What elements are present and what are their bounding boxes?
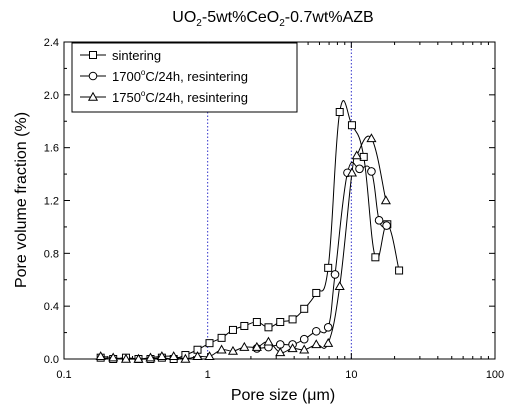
- data-point: [216, 344, 227, 354]
- legend-label: 1700oC/24h, resintering: [112, 68, 248, 84]
- data-point: [367, 167, 376, 176]
- x-axis-label: Pore size (μm): [231, 387, 335, 404]
- data-point: [251, 341, 262, 351]
- data-point: [217, 333, 226, 342]
- series-triangle: [95, 133, 391, 363]
- data-point: [275, 347, 286, 357]
- data-point: [205, 339, 214, 348]
- legend-item: 1750oC/24h, resintering: [80, 89, 248, 105]
- data-point: [275, 340, 285, 349]
- chart-title-subscript: 2: [196, 18, 202, 29]
- data-point: [120, 353, 132, 363]
- data-point: [288, 315, 297, 324]
- data-point: [311, 326, 321, 336]
- chart-title-subscript: 2: [279, 18, 285, 29]
- legend-label: sintering: [112, 48, 161, 63]
- legend-label-part: sintering: [112, 48, 161, 63]
- data-point: [323, 337, 334, 347]
- data-point: [371, 253, 380, 262]
- legend-label-part: C/24h, resintering: [145, 69, 248, 84]
- data-point: [380, 195, 391, 205]
- y-tick-label: 2.0: [44, 90, 59, 102]
- data-point: [312, 288, 321, 297]
- legend-label: 1750oC/24h, resintering: [112, 89, 248, 105]
- y-tick-label: 0.0: [44, 354, 59, 366]
- y-tick-label: 2.4: [44, 37, 59, 49]
- legend-box: [71, 42, 298, 113]
- data-point: [346, 167, 358, 177]
- y-axis-label: Pore volume fraction (%): [13, 112, 30, 288]
- data-point: [145, 352, 156, 362]
- data-point: [311, 339, 322, 349]
- series-line: [100, 100, 400, 360]
- x-axis-label-part: m): [317, 387, 336, 404]
- x-axis-label-part: Pore size (: [231, 387, 308, 404]
- data-point: [180, 353, 191, 363]
- legend-label-part: 1700: [112, 69, 141, 84]
- y-tick-label: 0.4: [44, 301, 59, 313]
- data-point: [355, 164, 364, 174]
- x-tick-label: 10: [345, 369, 357, 381]
- data-point: [133, 353, 144, 363]
- data-point: [168, 351, 179, 361]
- series-circle: [252, 161, 391, 353]
- data-point: [264, 323, 273, 332]
- legend-label-superscript: o: [141, 68, 146, 77]
- data-point: [108, 352, 119, 362]
- data-point: [227, 345, 239, 355]
- legend-marker: [89, 51, 97, 59]
- series-square: [96, 100, 404, 363]
- y-tick-label: 1.2: [44, 196, 59, 208]
- data-point: [323, 323, 333, 332]
- data-point: [252, 318, 261, 327]
- chart-title-part: -0.7wt%AZB: [285, 9, 374, 26]
- legend-marker: [87, 91, 99, 101]
- y-axis-ticks: 0.0 0.4 0.8 1.2 1.6 2.0 2.4: [44, 37, 495, 366]
- y-tick-label: 0.8: [44, 248, 59, 260]
- chart-title-part: -5wt%CeO: [202, 9, 279, 26]
- x-tick-label: 100: [486, 369, 504, 381]
- y-tick-label: 1.6: [44, 143, 59, 155]
- data-point: [276, 318, 285, 327]
- series-layer: [95, 100, 404, 363]
- x-tick-label: 0.1: [56, 369, 71, 381]
- data-point: [351, 150, 362, 160]
- data-point: [204, 351, 215, 361]
- data-point: [239, 341, 250, 351]
- data-point: [359, 152, 368, 161]
- data-point: [395, 266, 404, 275]
- legend-label-superscript: o: [141, 89, 146, 98]
- x-axis-label-mu: μ: [307, 387, 316, 404]
- data-point: [374, 216, 384, 225]
- legend-label-part: C/24h, resintering: [145, 90, 248, 105]
- legend-label-part: 1750: [112, 90, 141, 105]
- legend-item: sintering: [80, 48, 161, 63]
- data-point: [335, 108, 344, 117]
- chart-title: UO2-5wt%CeO2-0.7wt%AZB: [172, 9, 373, 29]
- legend-marker: [88, 71, 98, 81]
- data-point: [300, 304, 309, 313]
- data-point: [192, 351, 203, 361]
- legend-item: 1700oC/24h, resintering: [80, 68, 248, 84]
- data-point: [299, 334, 309, 344]
- x-tick-label: 1: [205, 369, 211, 381]
- data-point: [240, 321, 249, 330]
- data-point: [382, 221, 391, 230]
- data-point: [347, 121, 356, 130]
- data-point: [156, 351, 167, 361]
- data-point: [263, 336, 274, 346]
- data-point: [228, 325, 237, 334]
- data-point: [95, 351, 106, 361]
- data-point: [366, 133, 377, 143]
- data-point: [330, 270, 340, 279]
- chart-title-part: UO: [172, 9, 196, 26]
- data-point: [287, 343, 298, 353]
- data-point: [334, 281, 345, 291]
- data-point: [299, 344, 310, 354]
- data-point: [324, 263, 333, 272]
